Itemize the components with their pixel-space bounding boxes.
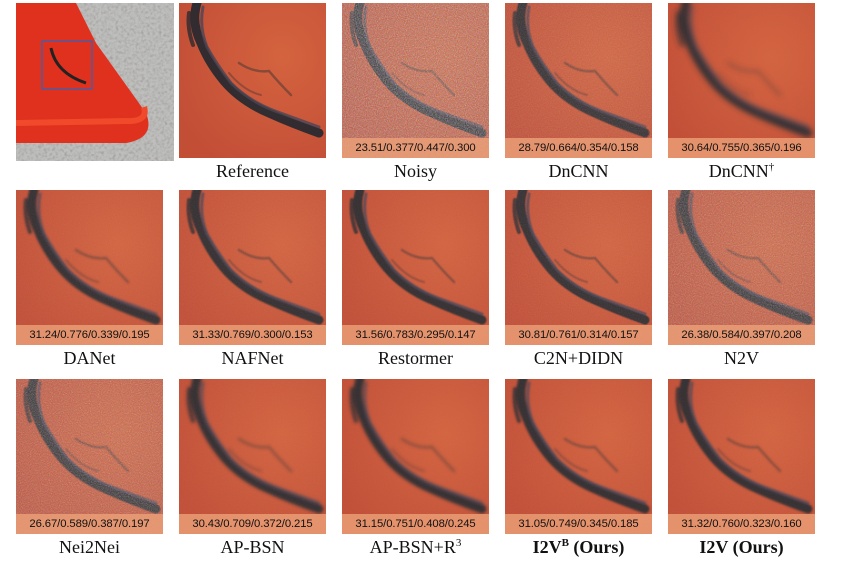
caption-text: AP-BSN — [220, 537, 285, 557]
panel-caption: AP-BSN+R3 — [342, 535, 489, 559]
panel-caption: Noisy — [342, 159, 489, 183]
panel-2: 28.79/0.664/0.354/0.158 DnCNN — [505, 3, 652, 183]
metric-band: 26.38/0.584/0.397/0.208 — [668, 325, 815, 345]
caption-superscript: † — [768, 161, 775, 173]
panel-image: 31.05/0.749/0.345/0.185 — [505, 379, 652, 534]
panel-13: 31.32/0.760/0.323/0.160 I2V (Ours) — [668, 379, 815, 559]
overview-thumbnail — [16, 3, 174, 161]
caption-text: C2N+DIDN — [533, 348, 624, 368]
metric-band: 28.79/0.664/0.354/0.158 — [505, 138, 652, 158]
panel-caption: I2VB (Ours) — [505, 535, 652, 559]
panel-0: Reference — [179, 3, 326, 183]
caption-text: Nei2Nei — [59, 537, 120, 557]
metric-band: 31.15/0.751/0.408/0.245 — [342, 514, 489, 534]
panel-6: 31.56/0.783/0.295/0.147 Restormer — [342, 190, 489, 370]
panel-caption: Nei2Nei — [16, 535, 163, 559]
caption-text: DANet — [63, 348, 116, 368]
caption-text: Noisy — [393, 161, 437, 181]
panel-caption: Restormer — [342, 346, 489, 370]
metric-band: 30.43/0.709/0.372/0.215 — [179, 514, 326, 534]
panel-image: 30.43/0.709/0.372/0.215 — [179, 379, 326, 534]
caption-superscript: 3 — [455, 537, 462, 549]
caption-text: I2V — [532, 537, 562, 557]
panel-caption: DANet — [16, 346, 163, 370]
panel-caption: DnCNN — [505, 159, 652, 183]
panel-5: 31.33/0.769/0.300/0.153 NAFNet — [179, 190, 326, 370]
panel-caption: AP-BSN — [179, 535, 326, 559]
metric-band: 31.32/0.760/0.323/0.160 — [668, 514, 815, 534]
caption-text: AP-BSN+R — [369, 537, 456, 557]
caption-tail: (Ours) — [568, 537, 625, 557]
panel-10: 30.43/0.709/0.372/0.215 AP-BSN — [179, 379, 326, 559]
caption-text: DnCNN — [708, 161, 769, 181]
panel-caption: I2V (Ours) — [668, 535, 815, 559]
metric-band: 31.24/0.776/0.339/0.195 — [16, 325, 163, 345]
caption-text: DnCNN — [548, 161, 609, 181]
panel-4: 31.24/0.776/0.339/0.195 DANet — [16, 190, 163, 370]
caption-text: Reference — [216, 161, 289, 181]
caption-text: Restormer — [378, 348, 453, 368]
panel-image: 30.64/0.755/0.365/0.196 — [668, 3, 815, 158]
panel-image: 28.79/0.664/0.354/0.158 — [505, 3, 652, 158]
panel-image: 31.56/0.783/0.295/0.147 — [342, 190, 489, 345]
panel-9: 26.67/0.589/0.387/0.197 Nei2Nei — [16, 379, 163, 559]
panel-7: 30.81/0.761/0.314/0.157 C2N+DIDN — [505, 190, 652, 370]
metric-band: 30.81/0.761/0.314/0.157 — [505, 325, 652, 345]
metric-band: 26.67/0.589/0.387/0.197 — [16, 514, 163, 534]
panel-image: 23.51/0.377/0.447/0.300 — [342, 3, 489, 158]
panel-image: 31.24/0.776/0.339/0.195 — [16, 190, 163, 345]
panel-caption: Reference — [179, 159, 326, 183]
metric-band: 31.56/0.783/0.295/0.147 — [342, 325, 489, 345]
panel-caption: C2N+DIDN — [505, 346, 652, 370]
caption-text: I2V (Ours) — [699, 537, 784, 557]
panel-12: 31.05/0.749/0.345/0.185 I2VB (Ours) — [505, 379, 652, 559]
panel-image: 30.81/0.761/0.314/0.157 — [505, 190, 652, 345]
panel-image: 31.33/0.769/0.300/0.153 — [179, 190, 326, 345]
caption-text: NAFNet — [221, 348, 284, 368]
panel-3: 30.64/0.755/0.365/0.196 DnCNN† — [668, 3, 815, 183]
metric-band: 31.33/0.769/0.300/0.153 — [179, 325, 326, 345]
panel-1: 23.51/0.377/0.447/0.300 Noisy — [342, 3, 489, 183]
panel-8: 26.38/0.584/0.397/0.208 N2V — [668, 190, 815, 370]
panel-image — [179, 3, 326, 158]
panel-image: 26.38/0.584/0.397/0.208 — [668, 190, 815, 345]
metric-band: 30.64/0.755/0.365/0.196 — [668, 138, 815, 158]
panel-image: 31.32/0.760/0.323/0.160 — [668, 379, 815, 534]
panel-11: 31.15/0.751/0.408/0.245 AP-BSN+R3 — [342, 379, 489, 559]
panel-caption: NAFNet — [179, 346, 326, 370]
panel-image: 26.67/0.589/0.387/0.197 — [16, 379, 163, 534]
metric-band: 31.05/0.749/0.345/0.185 — [505, 514, 652, 534]
panel-image: 31.15/0.751/0.408/0.245 — [342, 379, 489, 534]
metric-band: 23.51/0.377/0.447/0.300 — [342, 138, 489, 158]
caption-text: N2V — [724, 348, 759, 368]
panel-caption: DnCNN† — [668, 159, 815, 183]
caption-superscript: B — [561, 537, 569, 549]
panel-caption: N2V — [668, 346, 815, 370]
